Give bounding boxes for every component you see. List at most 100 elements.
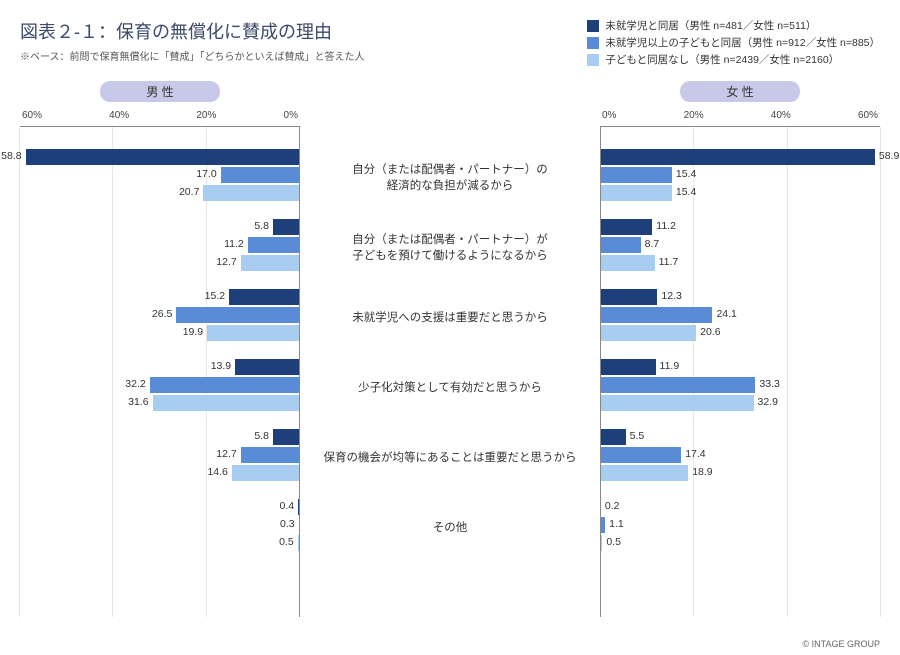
bar-group: 12.3 24.1 20.6 xyxy=(600,283,880,353)
bar-value-label: 8.7 xyxy=(645,238,660,250)
bar xyxy=(203,185,300,201)
bar xyxy=(600,429,626,445)
bar-group: 58.817.020.7 xyxy=(20,143,300,213)
axis-tick-label: 40% xyxy=(771,110,791,126)
bar-value-label: 0.2 xyxy=(605,500,620,512)
bar-group: 0.40.30.5 xyxy=(20,493,300,563)
legend-label: 未就学児と同居（男性 n=481／女性 n=511） xyxy=(605,18,816,33)
bar xyxy=(600,395,754,411)
bar-value-label: 31.6 xyxy=(128,396,148,408)
bar-value-label: 5.5 xyxy=(630,430,645,442)
bar-value-label: 17.0 xyxy=(196,168,216,180)
bar-value-label: 12.7 xyxy=(216,256,236,268)
bar-group: 15.226.519.9 xyxy=(20,283,300,353)
bar-value-label: 17.4 xyxy=(685,448,705,460)
bar-value-label: 11.2 xyxy=(656,220,676,232)
legend-swatch xyxy=(587,54,599,66)
axis-tick-label: 0% xyxy=(284,110,298,126)
category-label: 自分（または配偶者・パートナー）の経済的な負担が減るから xyxy=(300,143,600,213)
footer-copyright: © INTAGE GROUP xyxy=(803,639,880,649)
bar xyxy=(600,377,755,393)
legend: 未就学児と同居（男性 n=481／女性 n=511） 未就学児以上の子どもと同居（… xyxy=(587,18,880,69)
bar-value-label: 32.9 xyxy=(758,396,778,408)
bar-value-label: 19.9 xyxy=(183,326,203,338)
legend-label: 子どもと同居なし（男性 n=2439／女性 n=2160） xyxy=(605,52,839,67)
bar xyxy=(229,289,300,305)
bar-value-label: 5.8 xyxy=(254,220,269,232)
legend-label: 未就学児以上の子どもと同居（男性 n=912／女性 n=885） xyxy=(605,35,880,50)
bar-value-label: 11.7 xyxy=(659,256,679,268)
bar xyxy=(232,465,300,481)
bar-group: 0.2 1.1 0.5 xyxy=(600,493,880,563)
bar xyxy=(600,359,656,375)
bar-group: 13.9 32.2 31.6 xyxy=(20,353,300,423)
axis-tick-label: 40% xyxy=(109,110,129,126)
axis-tick-label: 20% xyxy=(684,110,704,126)
male-panel: 60%40%20%0% 58.817.020.75.811.212.715.22… xyxy=(20,110,300,617)
legend-item: 未就学児と同居（男性 n=481／女性 n=511） xyxy=(587,18,880,33)
bar-group: 11.9 33.3 32.9 xyxy=(600,353,880,423)
bar xyxy=(600,307,712,323)
gender-label-male: 男 性 xyxy=(100,81,220,102)
bar-group: 58.915.415.4 xyxy=(600,143,880,213)
bar xyxy=(235,359,300,375)
bar-value-label: 5.8 xyxy=(254,430,269,442)
bar xyxy=(600,237,641,253)
bar xyxy=(153,395,300,411)
bar-value-label: 0.5 xyxy=(606,536,621,548)
bar xyxy=(600,167,672,183)
bar-value-label: 33.3 xyxy=(759,378,779,390)
bar-value-label: 15.4 xyxy=(676,186,696,198)
bar-value-label: 0.4 xyxy=(280,500,295,512)
legend-swatch xyxy=(587,20,599,32)
bar xyxy=(150,377,300,393)
bar xyxy=(241,255,300,271)
bar-value-label: 20.7 xyxy=(179,186,199,198)
axis-tick-label: 20% xyxy=(196,110,216,126)
bar xyxy=(600,447,681,463)
bar xyxy=(273,429,300,445)
category-labels: 自分（または配偶者・パートナー）の経済的な負担が減るから自分（または配偶者・パー… xyxy=(300,110,600,617)
bar xyxy=(600,255,655,271)
bar xyxy=(26,149,300,165)
bar xyxy=(600,289,657,305)
bar-group: 11.2 8.7 11.7 xyxy=(600,213,880,283)
bar-group: 5.8 12.7 14.6 xyxy=(20,423,300,493)
category-label: 自分（または配偶者・パートナー）が子どもを預けて働けるようになるから xyxy=(300,213,600,283)
bar-value-label: 12.3 xyxy=(661,290,681,302)
bar xyxy=(600,325,696,341)
bar-value-label: 13.9 xyxy=(211,360,231,372)
axis-tick-label: 0% xyxy=(602,110,616,126)
axis-tick-label: 60% xyxy=(858,110,878,126)
bar-value-label: 11.2 xyxy=(224,238,244,250)
bar-value-label: 24.1 xyxy=(716,308,736,320)
legend-item: 未就学児以上の子どもと同居（男性 n=912／女性 n=885） xyxy=(587,35,880,50)
bar-value-label: 1.1 xyxy=(609,518,624,530)
category-label: その他 xyxy=(300,493,600,563)
category-label: 未就学児への支援は重要だと思うから xyxy=(300,283,600,353)
bar-value-label: 58.8 xyxy=(1,150,21,162)
bar-value-label: 14.6 xyxy=(207,466,227,478)
gender-label-female: 女 性 xyxy=(680,81,800,102)
bar xyxy=(176,307,300,323)
bar-value-label: 11.9 xyxy=(660,360,680,372)
female-panel: 0% 20% 40% 60% 58.915.415.4 11.2 8.7 11.7 12.3 2… xyxy=(600,110,880,617)
bar xyxy=(600,465,688,481)
bar-value-label: 32.2 xyxy=(125,378,145,390)
bar-value-label: 12.7 xyxy=(216,448,236,460)
bar xyxy=(221,167,300,183)
legend-swatch xyxy=(587,37,599,49)
bar xyxy=(600,149,875,165)
bar-group: 5.8 11.2 12.7 xyxy=(20,213,300,283)
bar-group: 5.517.418.9 xyxy=(600,423,880,493)
bar-value-label: 20.6 xyxy=(700,326,720,338)
bar xyxy=(600,185,672,201)
bar-value-label: 0.3 xyxy=(280,518,295,530)
bar xyxy=(207,325,300,341)
category-label: 保育の機会が均等にあることは重要だと思うから xyxy=(300,423,600,493)
legend-item: 子どもと同居なし（男性 n=2439／女性 n=2160） xyxy=(587,52,880,67)
bar xyxy=(600,219,652,235)
chart-body: 60%40%20%0% 58.817.020.75.811.212.715.22… xyxy=(20,110,880,617)
bar-value-label: 15.2 xyxy=(205,290,225,302)
category-label: 少子化対策として有効だと思うから xyxy=(300,353,600,423)
